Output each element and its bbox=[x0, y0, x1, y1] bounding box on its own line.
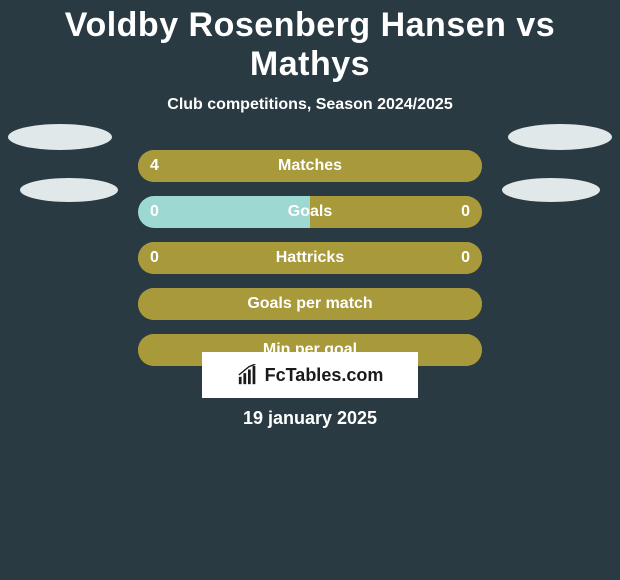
row-label: Goals bbox=[0, 196, 620, 228]
stat-row: 4Matches bbox=[0, 142, 620, 188]
subtitle: Club competitions, Season 2024/2025 bbox=[0, 96, 620, 114]
stat-row: 00Goals bbox=[0, 188, 620, 234]
logo-box: FcTables.com bbox=[202, 352, 418, 398]
chart-icon bbox=[237, 364, 259, 386]
stat-row: Goals per match bbox=[0, 280, 620, 326]
row-label: Hattricks bbox=[0, 242, 620, 274]
row-label: Matches bbox=[0, 150, 620, 182]
stat-rows: 4Matches00Goals00Hattricks Goals per matc… bbox=[0, 142, 620, 372]
row-label: Goals per match bbox=[0, 288, 620, 320]
date-label: 19 january 2025 bbox=[0, 408, 620, 429]
logo-text: FcTables.com bbox=[265, 365, 384, 386]
page-title: Voldby Rosenberg Hansen vs Mathys bbox=[0, 0, 620, 84]
stat-row: 00Hattricks bbox=[0, 234, 620, 280]
